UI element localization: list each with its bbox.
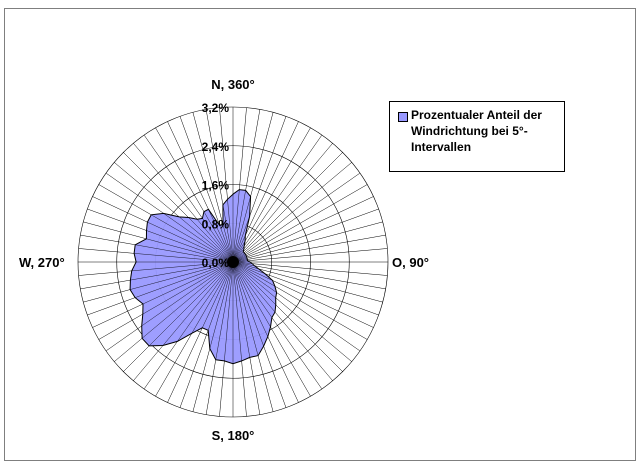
series-spoke	[135, 244, 234, 263]
series-spoke	[135, 261, 234, 298]
series-spoke	[202, 261, 234, 328]
grid-spoke	[232, 248, 388, 263]
series-spoke	[202, 218, 234, 263]
series-spoke	[224, 261, 234, 361]
series-spoke	[188, 217, 234, 263]
series-spoke	[142, 261, 234, 315]
series-spoke	[163, 213, 234, 263]
series-spoke	[232, 261, 264, 347]
grid-spoke	[232, 184, 368, 263]
grid-spoke	[232, 172, 361, 263]
series-spoke	[232, 261, 276, 305]
radial-tick-label: 1,6%	[202, 179, 230, 193]
series-spoke	[146, 238, 234, 263]
series-spoke	[130, 261, 234, 290]
series-spoke	[191, 261, 234, 334]
direction-label-south: S, 180°	[212, 428, 255, 443]
radial-tick-label: 0,0%	[202, 256, 230, 270]
series-spoke	[232, 261, 259, 356]
series-spoke	[219, 225, 234, 263]
series-spoke	[232, 189, 240, 263]
grid-spoke	[232, 261, 388, 276]
series-spoke	[232, 190, 246, 263]
series-spoke	[148, 261, 234, 347]
series-spoke	[146, 230, 234, 263]
grid-spoke	[232, 152, 343, 263]
direction-label-north: N, 360°	[211, 77, 255, 92]
series-spoke	[208, 209, 234, 263]
series-spoke	[151, 214, 234, 263]
series-spoke	[232, 261, 271, 328]
direction-label-east: O, 90°	[392, 255, 429, 270]
series-spoke	[203, 211, 234, 263]
series-spoke	[227, 199, 234, 263]
series-spoke	[222, 204, 234, 263]
series-spoke	[232, 261, 276, 298]
series-spoke	[232, 261, 268, 337]
legend-swatch	[398, 112, 408, 122]
series-spoke	[162, 261, 234, 346]
series-spoke	[222, 224, 234, 263]
grid-spoke	[232, 162, 352, 263]
series-spoke	[232, 261, 273, 281]
grid-spoke	[232, 221, 383, 263]
grid-spoke	[232, 196, 374, 263]
series-spoke	[232, 261, 242, 361]
radar-series	[129, 189, 278, 365]
series-spoke	[130, 261, 234, 281]
series-spoke	[209, 261, 234, 349]
series-spoke	[232, 261, 273, 318]
series-spoke	[179, 216, 234, 263]
series-spoke	[141, 261, 234, 339]
direction-label-west: W, 270°	[19, 255, 65, 270]
grid-spoke	[232, 134, 323, 263]
series-spoke	[232, 261, 277, 293]
series-spoke	[131, 261, 234, 272]
series-spoke	[141, 261, 234, 327]
grid-spoke	[232, 127, 311, 263]
series-spoke	[134, 253, 234, 263]
grid-spoke	[232, 261, 386, 290]
series-spoke	[197, 219, 234, 263]
series-spoke	[232, 196, 251, 263]
series-spoke	[215, 261, 234, 360]
series-spoke	[142, 261, 234, 305]
series-spoke	[232, 261, 251, 358]
legend-label: Prozentualer Anteil der Windrichtung bei…	[411, 108, 542, 154]
radial-tick-labels: 0,0% 0,8% 1,6% 2,4% 3,2%	[202, 101, 230, 270]
grid-spoke	[232, 143, 333, 263]
series-spoke	[177, 261, 234, 342]
radial-tick-label: 2,4%	[202, 140, 230, 154]
grid-spoke	[232, 234, 386, 263]
center-hub	[227, 256, 239, 268]
series-spoke	[232, 261, 276, 287]
series-spoke	[232, 216, 250, 263]
series-spoke	[232, 261, 276, 313]
series-spoke	[207, 261, 234, 331]
chart-frame	[4, 8, 636, 461]
grid-spoke	[232, 208, 379, 263]
series-spoke	[147, 221, 234, 263]
radial-tick-label: 0,8%	[202, 217, 230, 231]
radial-tick-label: 3,2%	[202, 101, 230, 115]
legend: Prozentualer Anteil der Windrichtung bei…	[389, 101, 565, 172]
